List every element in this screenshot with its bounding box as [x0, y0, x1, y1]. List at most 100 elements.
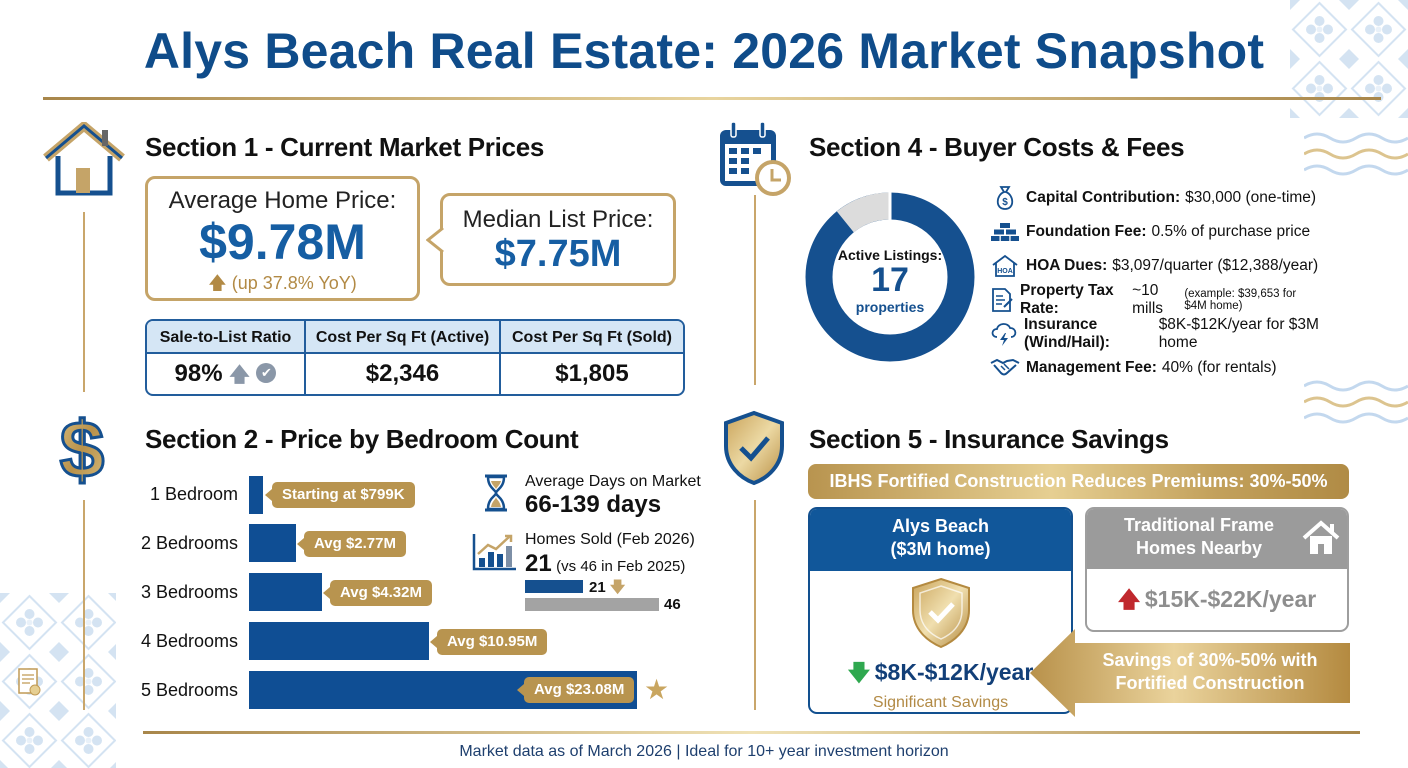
section5-title: Section 5 - Insurance Savings — [809, 424, 1169, 454]
median-price-value: $7.75M — [494, 233, 622, 275]
alys-beach-savings-label: Significant Savings — [872, 694, 1009, 711]
arrow-down-icon: 🡇 — [847, 660, 871, 685]
tax-document-icon — [990, 287, 1014, 313]
bedroom-price-tag: Avg $10.95M — [429, 629, 548, 655]
fee-item-management-fee: Management Fee: 40% (for rentals) — [990, 351, 1320, 385]
arrow-down-icon: 🡇 — [609, 579, 626, 596]
bedroom-bar — [249, 573, 322, 611]
savings-arrow-text: Savings of 30%-50% with Fortified Constr… — [1102, 650, 1318, 693]
bedroom-label: 5 Bedrooms — [140, 680, 238, 700]
fee-item-property-tax: Property Tax Rate: ~10 mills (example: $39… — [990, 282, 1320, 317]
gold-shield-icon — [810, 577, 1071, 654]
arrow-up-icon: 🡅 — [229, 364, 250, 386]
bedroom-bar — [249, 622, 429, 660]
fee-item-hoa-dues: HOA HOA Dues: $3,097/quarter ($12,388/yea… — [990, 249, 1320, 283]
homes-sold-label: Homes Sold (Feb 2026) — [525, 531, 695, 548]
section5-vertical-line — [754, 500, 756, 710]
cost-per-sqft-active-cell: $2,346 — [306, 354, 501, 394]
alys-beach-insurance-card: Alys Beach ($3M home) 🡇 $8K-$12K/year Si… — [808, 507, 1073, 714]
calendar-clock-icon — [717, 120, 793, 198]
bedroom-bar — [249, 524, 296, 562]
table-header: Cost Per Sq Ft (Active) — [306, 321, 501, 354]
bedroom-price-tag: Avg $23.08M — [516, 677, 635, 703]
bedroom-price-tag: Avg $2.77M — [297, 531, 406, 557]
fees-list: $ Capital Contribution: $30,000 (one-time… — [990, 181, 1320, 385]
average-price-card: Average Home Price: $9.78M 🡅 (up 37.8% Y… — [145, 176, 420, 301]
section4-title: Section 4 - Buyer Costs & Fees — [809, 132, 1185, 162]
bedroom-bar — [249, 476, 263, 514]
fee-item-capital-contribution: $ Capital Contribution: $30,000 (one-time… — [990, 181, 1320, 215]
fortified-banner: IBHS Fortified Construction Reduces Prem… — [808, 464, 1349, 499]
donut-unit: properties — [855, 299, 925, 315]
average-price-value: $9.78M — [199, 214, 366, 270]
table-header: Sale-to-List Ratio — [147, 321, 306, 354]
donut-value: 17 — [871, 261, 909, 299]
bedroom-label: 4 Bedrooms — [140, 631, 238, 651]
bricks-icon — [990, 222, 1020, 242]
cost-per-sqft-sold-cell: $1,805 — [555, 360, 629, 387]
savings-arrow: Savings of 30%-50% with Fortified Constr… — [1030, 629, 1350, 717]
homes-sold-bar-2026-value: 21 🡇 — [589, 579, 626, 596]
check-circle-icon: ✔ — [256, 362, 277, 383]
wave-decoration-bottom — [1304, 380, 1408, 424]
homes-sold-value: 21 — [525, 550, 552, 577]
arrow-up-icon: 🡅 — [1117, 587, 1141, 612]
market-stats-table: Sale-to-List Ratio Cost Per Sq Ft (Activ… — [145, 319, 685, 396]
homes-sold-value-row: 21 (vs 46 in Feb 2025) — [525, 550, 685, 578]
bedroom-price-tag: Avg $4.32M — [323, 580, 432, 606]
bedroom-label: 2 Bedrooms — [140, 533, 238, 553]
table-header: Cost Per Sq Ft (Sold) — [501, 321, 683, 354]
average-price-label: Average Home Price: — [168, 187, 397, 214]
title-divider — [43, 97, 1381, 100]
storm-cloud-icon — [990, 321, 1018, 347]
median-price-label: Median List Price: — [462, 206, 654, 233]
hoa-house-icon: HOA — [990, 254, 1020, 278]
section1-title: Section 1 - Current Market Prices — [145, 132, 545, 162]
callout-pointer — [426, 227, 444, 253]
donut-label: Active Listings: — [837, 247, 943, 263]
days-on-market-label: Average Days on Market — [525, 473, 701, 490]
homes-sold-bar-2026 — [525, 580, 583, 593]
alys-beach-premium: 🡇 $8K-$12K/year — [847, 659, 1034, 685]
bedroom-price-chart: 1 Bedroom Starting at $799K 2 Bedrooms A… — [138, 474, 678, 714]
alys-beach-card-header: Alys Beach ($3M home) — [810, 509, 1071, 571]
certificate-icon — [18, 668, 42, 698]
section1-vertical-line — [83, 212, 85, 392]
star-icon: ★ — [644, 674, 670, 705]
sale-to-list-ratio-cell: 98% 🡅 ✔ — [147, 354, 306, 394]
svg-text:$: $ — [60, 405, 105, 487]
days-on-market-value: 66-139 days — [525, 491, 662, 518]
average-price-change: 🡅 (up 37.8% YoY) — [208, 273, 357, 293]
house-outline-icon — [1301, 519, 1341, 562]
homes-sold-bar-2025-value: 46 — [664, 596, 681, 613]
svg-text:$: $ — [1002, 197, 1008, 208]
homes-sold-compare: (vs 46 in Feb 2025) — [556, 558, 686, 575]
handshake-icon — [990, 357, 1020, 379]
section2-vertical-line — [83, 500, 85, 710]
money-bag-icon: $ — [990, 185, 1020, 211]
svg-text:HOA: HOA — [997, 268, 1013, 275]
homes-sold-bar-2025 — [525, 598, 659, 611]
arrow-up-icon: 🡅 — [208, 273, 227, 293]
median-price-card: Median List Price: $7.75M — [426, 193, 676, 286]
wave-decoration-top — [1304, 132, 1408, 176]
fee-item-foundation-fee: Foundation Fee: 0.5% of purchase price — [990, 215, 1320, 249]
dollar-sign-icon: $ — [52, 404, 112, 496]
growth-chart-icon — [472, 532, 518, 572]
bedroom-price-tag: Starting at $799K — [265, 482, 415, 508]
page-title: Alys Beach Real Estate: 2026 Market Snap… — [143, 23, 1265, 79]
active-listings-donut: Active Listings: 17 properties — [805, 192, 975, 362]
bedroom-label: 3 Bedrooms — [140, 582, 238, 602]
house-icon — [42, 120, 126, 196]
traditional-premium: 🡅 $15K-$22K/year — [1117, 586, 1317, 612]
hourglass-icon — [483, 474, 509, 512]
traditional-card-header: Traditional Frame Homes Nearby — [1087, 509, 1347, 569]
footer-note: Market data as of March 2026 | Ideal for… — [459, 743, 949, 760]
footer-divider — [143, 731, 1360, 734]
section2-title: Section 2 - Price by Bedroom Count — [145, 424, 579, 454]
section4-vertical-line — [754, 195, 756, 385]
shield-check-icon — [722, 410, 786, 486]
fee-item-insurance: Insurance (Wind/Hail): $8K-$12K/year for … — [990, 316, 1320, 351]
traditional-frame-insurance-card: Traditional Frame Homes Nearby 🡅 $15K-$2… — [1085, 507, 1349, 632]
bedroom-label: 1 Bedroom — [149, 484, 238, 504]
